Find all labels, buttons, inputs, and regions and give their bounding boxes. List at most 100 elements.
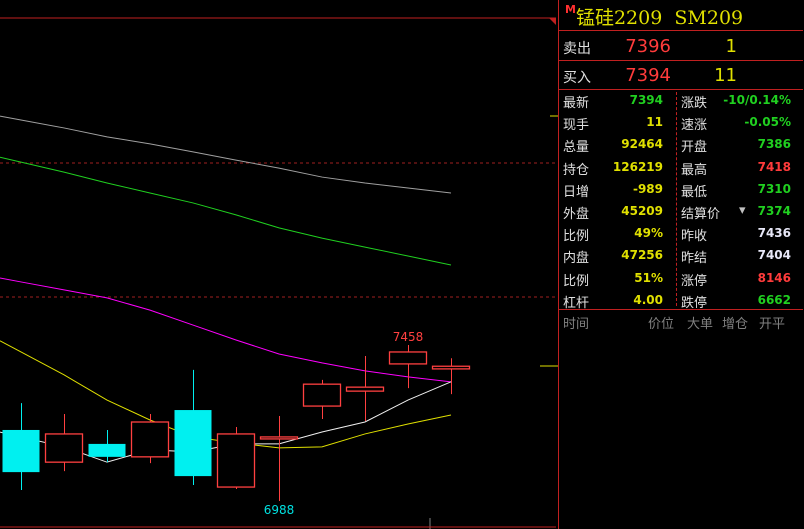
stat-left: 比例 49% [559,223,677,246]
stat-label: 比例 [563,273,590,289]
stats-bottom-border [559,309,803,310]
stat-value: 7404 [757,248,791,263]
instrument-title: M锰硅2209 SM209 [565,3,743,30]
stat-value: 11 [646,115,663,130]
candle-body [2,429,40,473]
stat-label: 涨跌 [681,96,708,111]
candle-body [174,410,212,477]
candle[interactable] [388,345,428,389]
candle-body [302,383,342,407]
stat-label: 持仓 [563,162,590,178]
stat-value: 7310 [757,181,791,196]
stat-left: 外盘 45209 [559,201,677,224]
column-divider [676,92,677,306]
stat-value: 92464 [621,137,663,152]
stat-value: 7386 [757,137,791,152]
bid-row[interactable]: 买入 7394 11 [559,61,803,89]
stat-label: 内盘 [563,251,590,267]
stat-label: 外盘 [563,207,590,222]
stat-right: 昨收 7436 [677,223,795,246]
moving-average-line [0,156,452,266]
candle[interactable] [2,403,40,491]
ask-label: 卖出 [563,41,591,57]
stat-left: 内盘 47256 [559,245,677,268]
stat-label: 昨收 [681,229,708,245]
candle-body [431,365,471,370]
candle-body [44,433,84,463]
stat-label: 昨结 [681,251,708,267]
candle[interactable] [88,429,126,463]
stat-label: 最新 [563,96,590,111]
bid-volume: 11 [714,65,737,86]
ask-row[interactable]: 卖出 7396 1 [559,32,803,61]
low-label: 6988 [264,503,295,517]
stat-right: 涨停 8146 [677,268,795,291]
candle[interactable] [174,369,212,486]
stat-label: 最高 [681,162,708,178]
candle-body [130,421,170,458]
candle[interactable] [44,414,84,472]
stat-value: 7394 [629,93,663,107]
candle[interactable] [216,426,256,490]
candle-body [388,351,428,365]
stat-value: -10/0.14% [723,93,791,107]
stat-value: 4.00 [633,292,663,307]
candle[interactable] [130,414,170,464]
dropdown-arrow-icon[interactable]: ▾ [739,203,746,218]
ask-price: 7396 [625,36,671,57]
col-oi-change: 增仓 [722,317,749,332]
stat-left: 比例 51% [559,268,677,291]
stat-label: 涨停 [681,273,708,289]
stat-right: 涨跌 -10/0.14% [677,90,795,113]
candle[interactable] [431,358,471,395]
stat-right: 最高 7418 [677,157,795,180]
candle-body [216,433,256,488]
stat-value: 8146 [757,270,791,285]
stat-left: 最新 7394 [559,90,677,113]
col-time: 时间 [563,317,590,332]
stat-left: 持仓 126219 [559,157,677,180]
col-price: 价位 [648,317,675,332]
stat-value: 7374 [757,204,791,218]
order-book: 卖出 7396 1 买入 7394 11 [559,30,803,90]
stat-label: 现手 [563,118,590,134]
stat-value: 6662 [757,292,791,307]
stat-value: -0.05% [744,115,791,130]
moving-average-line [0,277,452,383]
stat-value: 47256 [621,248,663,263]
moving-average-line [0,115,452,194]
quote-panel: M锰硅2209 SM209 卖出 7396 1 买入 7394 11 最新 739… [558,0,804,529]
stat-left: 现手 11 [559,112,677,135]
stat-left: 日增 -989 [559,179,677,202]
candle[interactable] [345,355,385,422]
bid-price: 7394 [625,65,671,86]
stat-label: 比例 [563,229,590,245]
instrument-code: SM209 [674,7,744,29]
stat-label: 跌停 [681,295,708,311]
stat-label: 最低 [681,184,708,200]
stat-label: 开盘 [681,140,708,156]
market-marker: M [565,3,576,16]
bid-label: 买入 [563,70,591,86]
stat-value: 7436 [757,226,791,241]
corner-marker [549,18,556,25]
stat-label: 总量 [563,140,590,156]
stat-label: 日增 [563,184,590,200]
stat-left: 总量 92464 [559,134,677,157]
stat-right: 最低 7310 [677,179,795,202]
stat-value: 49% [634,226,663,241]
stat-value: 51% [634,270,663,285]
instrument-name: 锰硅2209 [575,7,663,29]
stat-value: 45209 [621,204,663,218]
stat-label: 杠杆 [563,295,590,311]
moving-average-line [0,340,452,449]
stat-value: 7418 [757,159,791,174]
stat-right: 昨结 7404 [677,245,795,268]
kline-chart[interactable]: 7458 6988 [0,0,558,529]
stat-label: 结算价 [681,207,721,222]
candle[interactable] [302,379,342,420]
candle[interactable] [259,416,299,501]
stat-right: 跌停 6662 [677,290,795,313]
stat-right[interactable]: 结算价 ▾ 7374 [677,201,795,224]
col-big-order: 大单 [687,317,714,332]
